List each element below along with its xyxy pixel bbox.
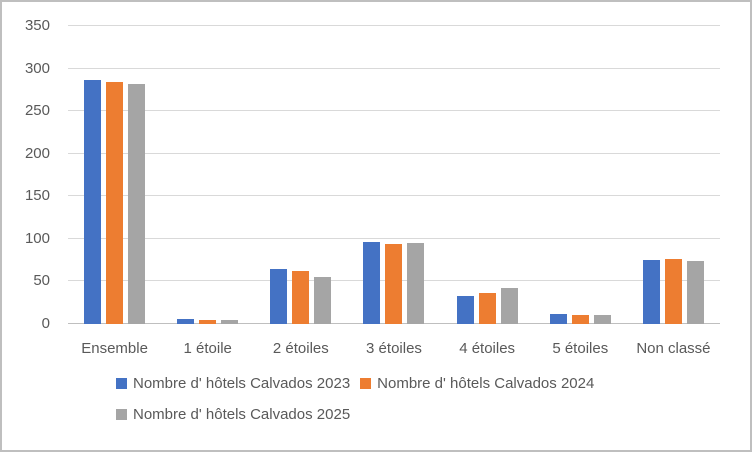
gridline: [68, 110, 720, 112]
y-tick-label: 150: [24, 187, 50, 205]
legend-row: Nombre d' hôtels Calvados 2025: [116, 406, 594, 423]
plot-area: [68, 25, 720, 324]
x-category-label: 1 étoile: [183, 340, 232, 357]
bar-series0-cat5: [549, 313, 567, 324]
x-category-label: 3 étoiles: [366, 340, 422, 357]
x-category-label: 5 étoiles: [552, 340, 609, 357]
bar-series2-cat6: [686, 261, 704, 324]
bar-series1-cat4: [478, 293, 496, 324]
y-axis: 0 50 100 150 200 250 300 350: [2, 17, 50, 332]
gridline: [68, 25, 720, 26]
bar-series1-cat3: [385, 243, 403, 324]
legend-label: Nombre d' hôtels Calvados 2024: [377, 375, 595, 392]
bar-series1-cat5: [571, 314, 589, 324]
y-tick-label: 50: [33, 272, 50, 290]
bar-series2-cat4: [500, 288, 518, 324]
bar-group: [254, 26, 347, 324]
bar-group: [347, 26, 440, 324]
bar-series2-cat0: [128, 83, 146, 324]
y-tick-label: 300: [24, 59, 50, 77]
gridline: [68, 67, 720, 69]
y-tick-label: 0: [41, 315, 50, 332]
y-tick-label: 100: [24, 229, 50, 247]
bar-series0-cat0: [84, 79, 102, 324]
legend-swatch-icon: [360, 378, 372, 389]
x-category-label: 2 étoiles: [272, 340, 329, 357]
x-category-label: 4 étoiles: [459, 340, 516, 357]
legend-item: Nombre d' hôtels Calvados 2023: [116, 375, 350, 392]
bar-series1-cat6: [664, 259, 682, 324]
x-category-label: Ensemble: [81, 340, 148, 357]
bar-series1-cat2: [292, 271, 310, 324]
gridline: [68, 152, 720, 154]
y-tick-label: 250: [24, 102, 50, 120]
bar-series2-cat1: [221, 319, 239, 324]
gridline: [68, 195, 720, 197]
y-tick-label: 350: [24, 17, 50, 34]
bar-group: [68, 26, 161, 324]
legend: Nombre d' hôtels Calvados 2023 Nombre d' …: [116, 375, 594, 437]
bar-series1-cat1: [199, 319, 217, 324]
bar-group: [534, 26, 627, 324]
legend-row: Nombre d' hôtels Calvados 2023 Nombre d' …: [116, 375, 594, 392]
legend-swatch-icon: [116, 409, 127, 420]
bar-series0-cat2: [270, 268, 288, 324]
bar-series2-cat5: [593, 314, 611, 324]
bar-series0-cat4: [456, 295, 474, 324]
bar-series2-cat2: [314, 277, 332, 324]
bar-group: [161, 26, 254, 324]
legend-label: Nombre d' hôtels Calvados 2023: [133, 375, 351, 392]
bar-series0-cat1: [177, 318, 195, 324]
bar-group: [627, 26, 720, 324]
bar-series2-cat3: [407, 243, 425, 324]
bar-groups: [68, 26, 720, 324]
bar-series0-cat3: [363, 242, 381, 324]
bar-series1-cat0: [106, 82, 124, 324]
gridline: [68, 237, 720, 239]
y-tick-label: 200: [24, 144, 50, 162]
legend-item: Nombre d' hôtels Calvados 2024: [360, 375, 594, 392]
bar-series0-cat6: [642, 260, 660, 324]
legend-item: Nombre d' hôtels Calvados 2025: [116, 406, 350, 423]
bar-group: [441, 26, 534, 324]
legend-swatch-icon: [116, 378, 127, 389]
x-category-label: Non classé: [636, 340, 711, 357]
legend-label: Nombre d' hôtels Calvados 2025: [133, 406, 351, 423]
x-axis: Ensemble 1 étoile 2 étoiles 3 étoiles 4 étoi…: [68, 339, 720, 358]
